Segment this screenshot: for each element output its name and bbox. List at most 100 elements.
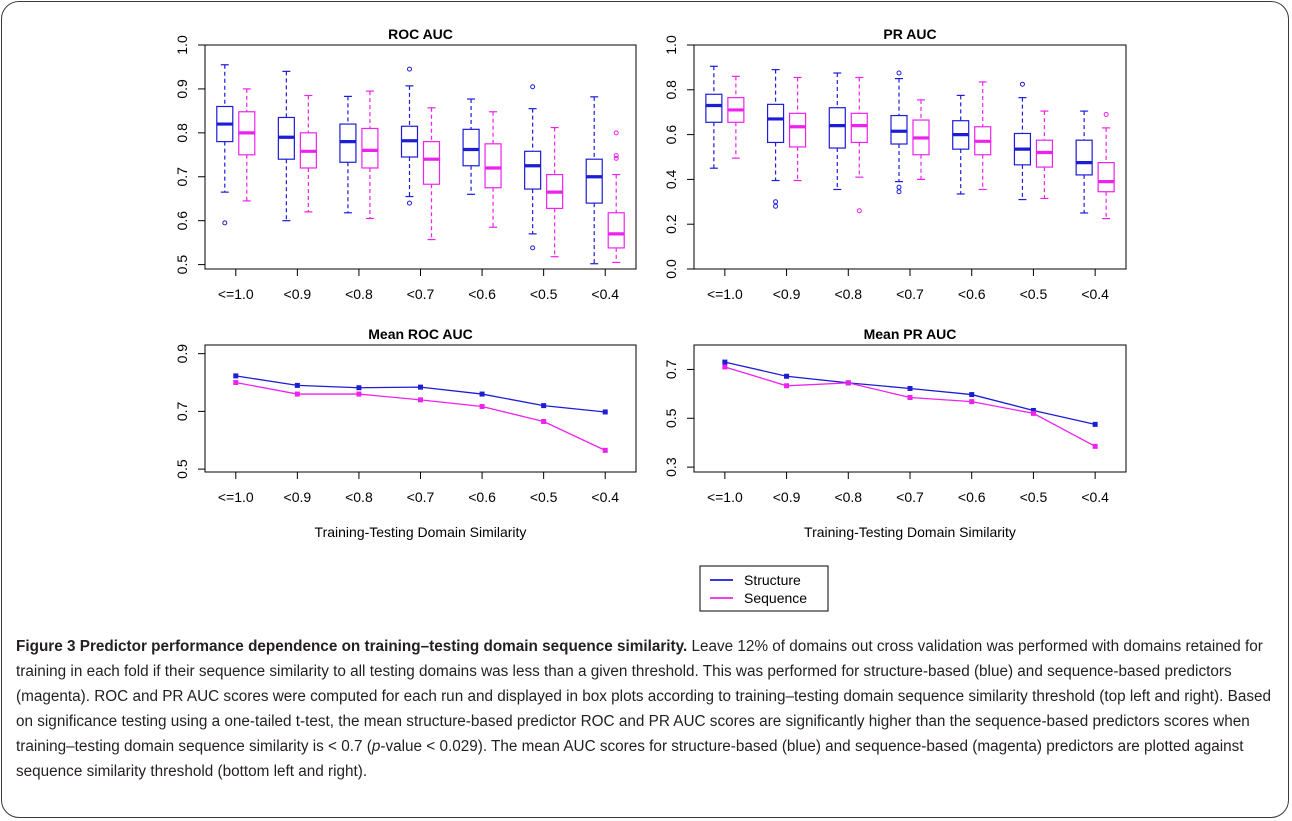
box-sequence-1 bbox=[788, 76, 807, 182]
box-iqr bbox=[361, 127, 379, 169]
x-tick-label: <0.5 bbox=[1020, 286, 1048, 302]
outlier-point bbox=[407, 200, 412, 206]
series-point-structure bbox=[294, 382, 300, 388]
x-tick-label: <0.7 bbox=[896, 286, 924, 302]
box-iqr bbox=[788, 112, 807, 148]
caption-text: Leave 12% of domains out cross validatio… bbox=[16, 638, 1272, 755]
pr-auc-boxplot: PR AUC 0.0 0.2 0.4 0.6 0.8 1.0 <=1.0 <0.9 <0.8 <0.… bbox=[663, 26, 1127, 302]
box-structure-1 bbox=[277, 70, 295, 222]
box-iqr bbox=[422, 141, 441, 185]
x-tick-label: <0.4 bbox=[1081, 286, 1109, 302]
series-point-structure bbox=[233, 373, 239, 379]
outlier-point bbox=[896, 70, 902, 76]
outlier-point bbox=[773, 203, 779, 209]
x-tick-label: <0.9 bbox=[773, 286, 801, 302]
x-tick-label: <0.8 bbox=[345, 489, 373, 505]
x-tick-label: <0.4 bbox=[591, 489, 619, 505]
box-sequence-0 bbox=[727, 75, 745, 159]
figure-caption: Figure 3 Predictor performance dependenc… bbox=[16, 634, 1278, 784]
box-iqr bbox=[484, 143, 502, 189]
series-point-structure bbox=[907, 385, 913, 391]
box-iqr bbox=[828, 107, 846, 149]
box-structure-6 bbox=[585, 96, 603, 265]
box-structure-5 bbox=[524, 84, 542, 251]
y-tick-label: 0.8 bbox=[663, 80, 679, 100]
box-structure-2 bbox=[339, 95, 357, 214]
outlier-point bbox=[407, 66, 412, 72]
x-tick-label: <0.4 bbox=[591, 286, 619, 302]
y-tick-label: 0.5 bbox=[663, 408, 679, 428]
y-tick-label: 0.6 bbox=[663, 125, 679, 145]
box-structure-1 bbox=[766, 69, 785, 209]
box-iqr bbox=[1075, 139, 1093, 176]
series-point-structure bbox=[479, 391, 485, 397]
outlier-point bbox=[613, 153, 619, 159]
mean-pr-auc-lineplot: Mean PR AUC 0.3 0.5 0.7 <=1.0 <0.9 <0.8 <0.7 <0.… bbox=[663, 326, 1127, 540]
x-tick-label: <=1.0 bbox=[218, 489, 254, 505]
series-point-sequence bbox=[845, 380, 851, 386]
box-structure-5 bbox=[1013, 81, 1032, 201]
y-tick-label: 1.0 bbox=[174, 35, 190, 55]
y-tick-label: 0.6 bbox=[174, 211, 190, 231]
box-structure-6 bbox=[1075, 110, 1093, 214]
series-point-sequence bbox=[907, 395, 913, 401]
x-tick-label: <=1.0 bbox=[707, 286, 743, 302]
x-axis-label: Training-Testing Domain Similarity bbox=[804, 524, 1016, 540]
series-point-sequence bbox=[1030, 410, 1036, 416]
series-point-sequence bbox=[479, 403, 485, 409]
box-iqr bbox=[1097, 162, 1115, 193]
series-point-sequence bbox=[541, 418, 547, 424]
outlier-point bbox=[896, 184, 902, 190]
chart-title: Mean ROC AUC bbox=[368, 326, 473, 342]
x-tick-label: <0.9 bbox=[773, 489, 801, 505]
y-tick-label: 0.0 bbox=[663, 259, 679, 279]
box-sequence-3 bbox=[912, 99, 930, 180]
outlier-point bbox=[222, 220, 228, 226]
x-tick-label: <0.7 bbox=[896, 489, 924, 505]
box-iqr bbox=[462, 128, 480, 167]
legend-structure-label: Structure bbox=[744, 572, 801, 588]
box-sequence-6 bbox=[1097, 111, 1115, 220]
x-tick-label: <0.6 bbox=[468, 286, 496, 302]
box-structure-0 bbox=[705, 65, 723, 169]
x-tick-label: <0.6 bbox=[958, 286, 986, 302]
x-tick-label: <0.8 bbox=[345, 286, 373, 302]
box-structure-3 bbox=[400, 66, 419, 206]
box-sequence-2 bbox=[361, 90, 379, 220]
box-iqr bbox=[705, 93, 723, 123]
y-tick-label: 0.5 bbox=[174, 255, 190, 275]
box-structure-4 bbox=[462, 98, 480, 195]
box-iqr bbox=[607, 212, 625, 249]
box-iqr bbox=[850, 112, 868, 144]
plot-frame bbox=[204, 44, 637, 270]
chart-title: PR AUC bbox=[883, 26, 936, 42]
y-tick-label: 0.5 bbox=[174, 459, 190, 479]
outlier-point bbox=[856, 208, 862, 214]
series-point-structure bbox=[418, 384, 423, 390]
series-point-sequence bbox=[602, 447, 608, 453]
mean-roc-auc-lineplot: Mean ROC AUC 0.5 0.7 0.9 <=1.0 <0.9 <0.8 <0.7 <0… bbox=[174, 326, 637, 540]
series-point-sequence bbox=[784, 383, 790, 389]
box-structure-3 bbox=[890, 70, 908, 195]
box-sequence-0 bbox=[238, 88, 256, 202]
x-tick-label: <0.9 bbox=[284, 286, 312, 302]
outlier-point bbox=[773, 199, 779, 205]
legend-sequence-label: Sequence bbox=[744, 590, 807, 606]
box-structure-0 bbox=[216, 64, 234, 226]
series-point-structure bbox=[784, 373, 790, 379]
x-axis-label: Training-Testing Domain Similarity bbox=[315, 524, 527, 540]
outlier-point bbox=[1019, 81, 1025, 87]
box-sequence-2 bbox=[850, 76, 868, 214]
series-point-sequence bbox=[969, 399, 975, 405]
chart-title: Mean PR AUC bbox=[864, 326, 957, 342]
caption-title: Figure 3 Predictor performance dependenc… bbox=[16, 638, 688, 655]
outlier-point bbox=[613, 130, 619, 136]
legend: Structure Sequence bbox=[699, 565, 829, 612]
x-tick-label: <=1.0 bbox=[707, 489, 743, 505]
outlier-point bbox=[530, 84, 536, 90]
series-line-structure bbox=[235, 375, 606, 413]
series-point-sequence bbox=[294, 391, 300, 397]
roc-auc-boxplot: ROC AUC 0.5 0.6 0.7 0.8 0.9 1.0 <=1.0 <0.9 <0.8 <0… bbox=[174, 26, 637, 302]
box-sequence-3 bbox=[422, 107, 441, 241]
